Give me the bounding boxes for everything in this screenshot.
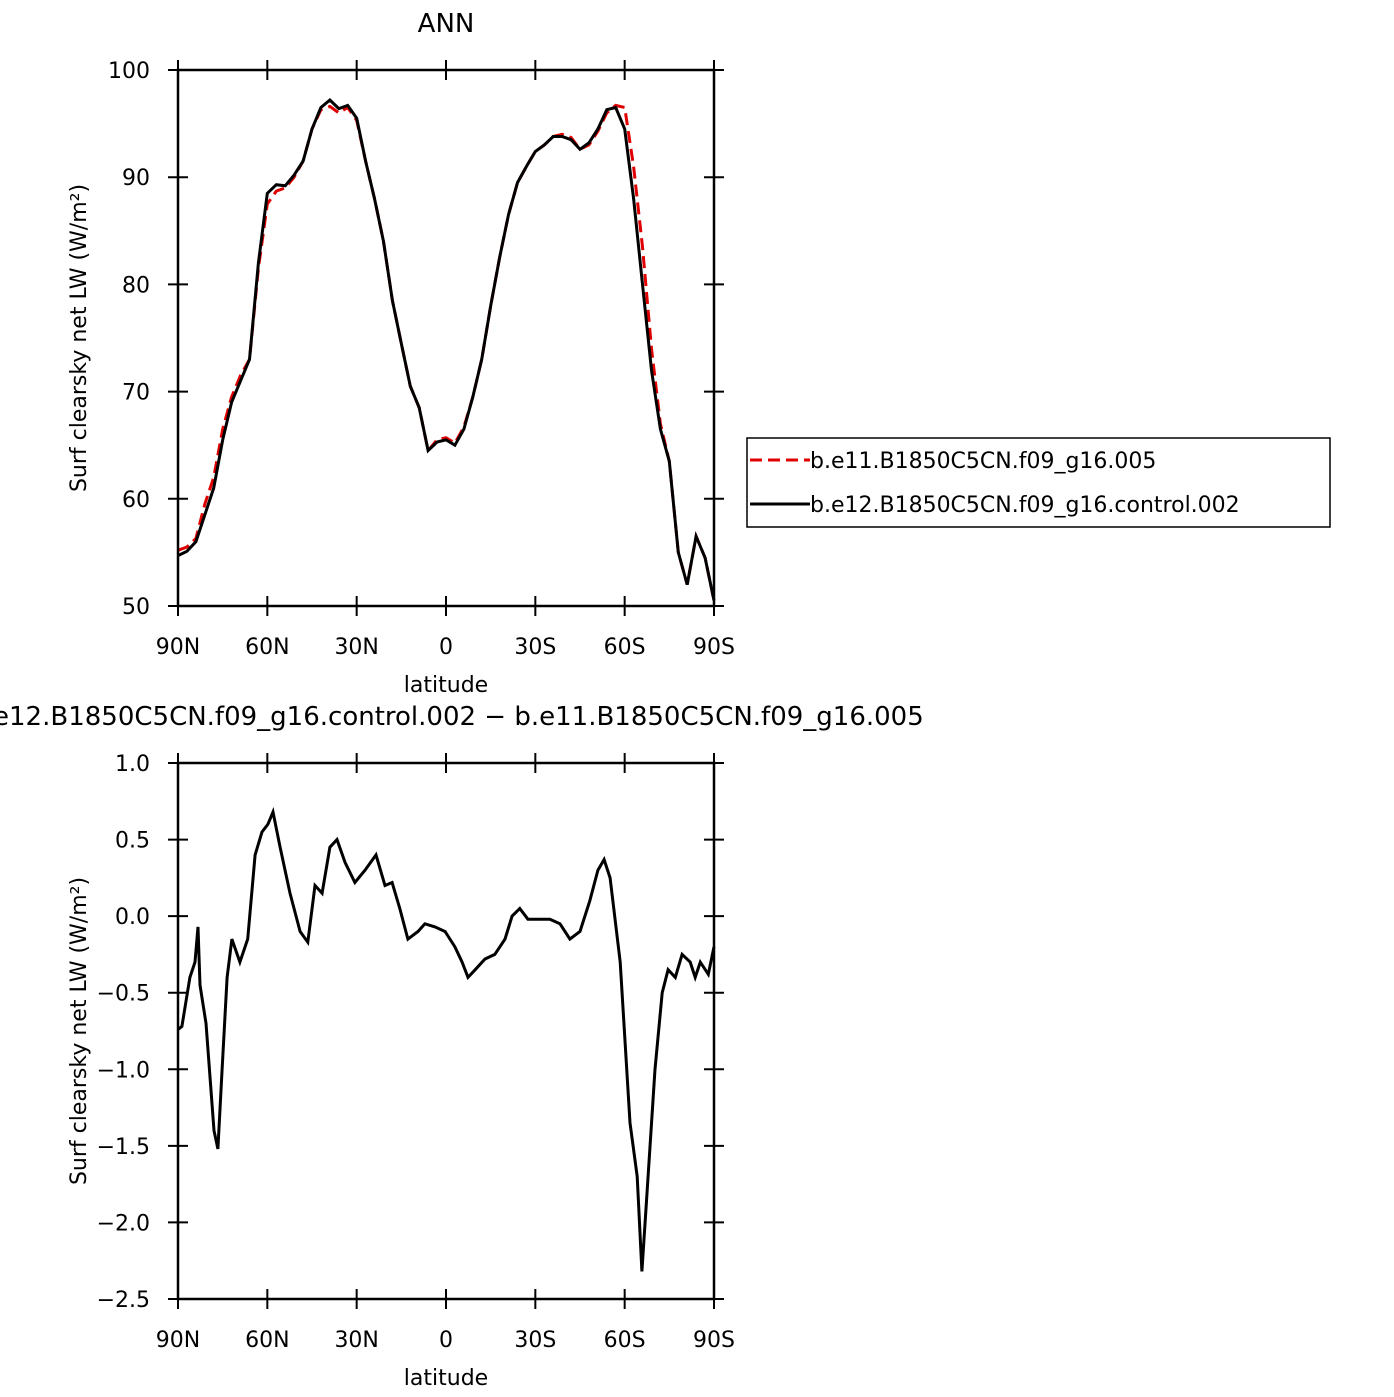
y-tick-label: −2.5 (97, 1288, 150, 1313)
plot-frame (176, 68, 716, 608)
y-tick-label: 80 (122, 273, 150, 298)
y-tick-label: 60 (122, 488, 150, 513)
y-tick-label: 50 (122, 595, 150, 620)
data-line (177, 97, 716, 601)
legend-label: b.e12.B1850C5CN.f09_g16.control.002 (810, 493, 1240, 518)
x-tick-label: 30S (514, 1328, 556, 1353)
y-axis-label: Surf clearsky net LW (W/m²) (67, 184, 92, 492)
x-tick-label: 30N (334, 635, 378, 660)
x-tick-label: 30N (334, 1328, 378, 1353)
y-tick-label: 0.5 (115, 829, 150, 854)
y-tick-label: 90 (122, 166, 150, 191)
x-tick-label: 90N (156, 1328, 200, 1353)
y-tick-label: −2.0 (97, 1211, 150, 1236)
y-tick-label: −1.0 (97, 1058, 150, 1083)
legend-box (746, 437, 1331, 528)
x-tick-label: 0 (439, 635, 453, 660)
x-tick-label: 90S (693, 1328, 735, 1353)
legend-label: b.e11.B1850C5CN.f09_g16.005 (810, 449, 1156, 474)
y-axis-label: Surf clearsky net LW (W/m²) (67, 877, 92, 1185)
y-tick-label: 100 (108, 59, 150, 84)
y-tick-label: −0.5 (97, 982, 150, 1007)
data-line (177, 103, 716, 601)
x-tick-label: 90S (693, 635, 735, 660)
x-tick-label: 90N (156, 635, 200, 660)
x-axis-label: latitude (404, 673, 488, 698)
x-axis-label: latitude (404, 1366, 488, 1391)
x-tick-label: 60N (245, 1328, 289, 1353)
chart-title: b.e12.B1850C5CN.f09_g16.control.002 − b.… (0, 702, 924, 732)
y-tick-label: 0.0 (115, 905, 150, 930)
data-line (177, 806, 716, 1272)
y-tick-label: −1.5 (97, 1135, 150, 1160)
x-tick-label: 30S (514, 635, 556, 660)
chart-title: ANN (418, 9, 475, 39)
x-tick-label: 60S (604, 1328, 646, 1353)
plot-frame (176, 761, 716, 1301)
x-tick-label: 60S (604, 635, 646, 660)
x-tick-label: 60N (245, 635, 289, 660)
x-tick-label: 0 (439, 1328, 453, 1353)
y-tick-label: 1.0 (115, 752, 150, 777)
y-tick-label: 70 (122, 381, 150, 406)
